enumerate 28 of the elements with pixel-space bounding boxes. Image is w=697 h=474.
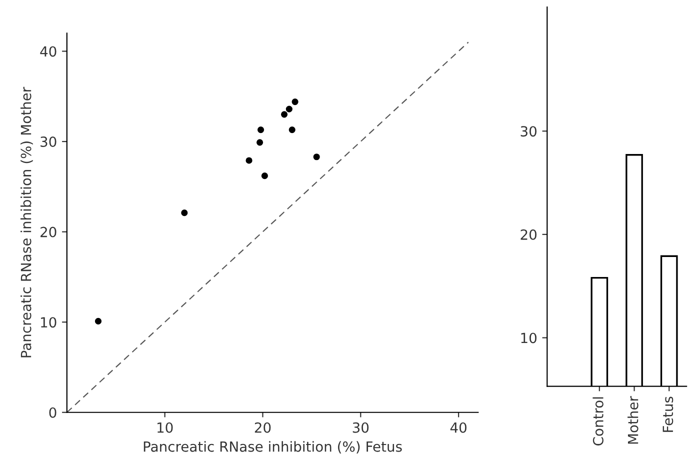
x-axis-title: Pancreatic RNase inhibition (%) Fetus <box>144 441 402 454</box>
y-tick-label: 0 <box>49 407 56 418</box>
x-tick-label: 10 <box>158 422 173 433</box>
y-tick-label: 20 <box>520 229 536 240</box>
point <box>313 154 320 160</box>
y-tick-label: 20 <box>40 226 56 238</box>
point <box>286 106 292 112</box>
point <box>181 210 188 216</box>
point <box>280 111 288 118</box>
point <box>257 126 264 134</box>
x-tick-label: 40 <box>450 422 466 433</box>
y-tick-label: 30 <box>40 136 56 147</box>
y-tick-label: 40 <box>40 46 56 57</box>
x-tick-label: Control <box>592 397 604 446</box>
x-tick-label: 20 <box>254 422 271 433</box>
x-tick-label: Fetus <box>662 396 674 432</box>
y-tick-label: 30 <box>520 126 536 137</box>
point <box>256 139 264 146</box>
point <box>94 318 102 324</box>
x-tick-label: 30 <box>352 422 369 433</box>
x-tick-label: Mother <box>628 396 638 444</box>
point <box>261 172 268 180</box>
point <box>288 126 296 134</box>
y-axis-title: Pancreatic RNase inhibition (%) Mother <box>20 86 33 358</box>
point <box>292 98 298 106</box>
y-tick-label: 10 <box>41 317 56 328</box>
point <box>246 157 252 164</box>
y-tick-label: 10 <box>521 332 536 344</box>
